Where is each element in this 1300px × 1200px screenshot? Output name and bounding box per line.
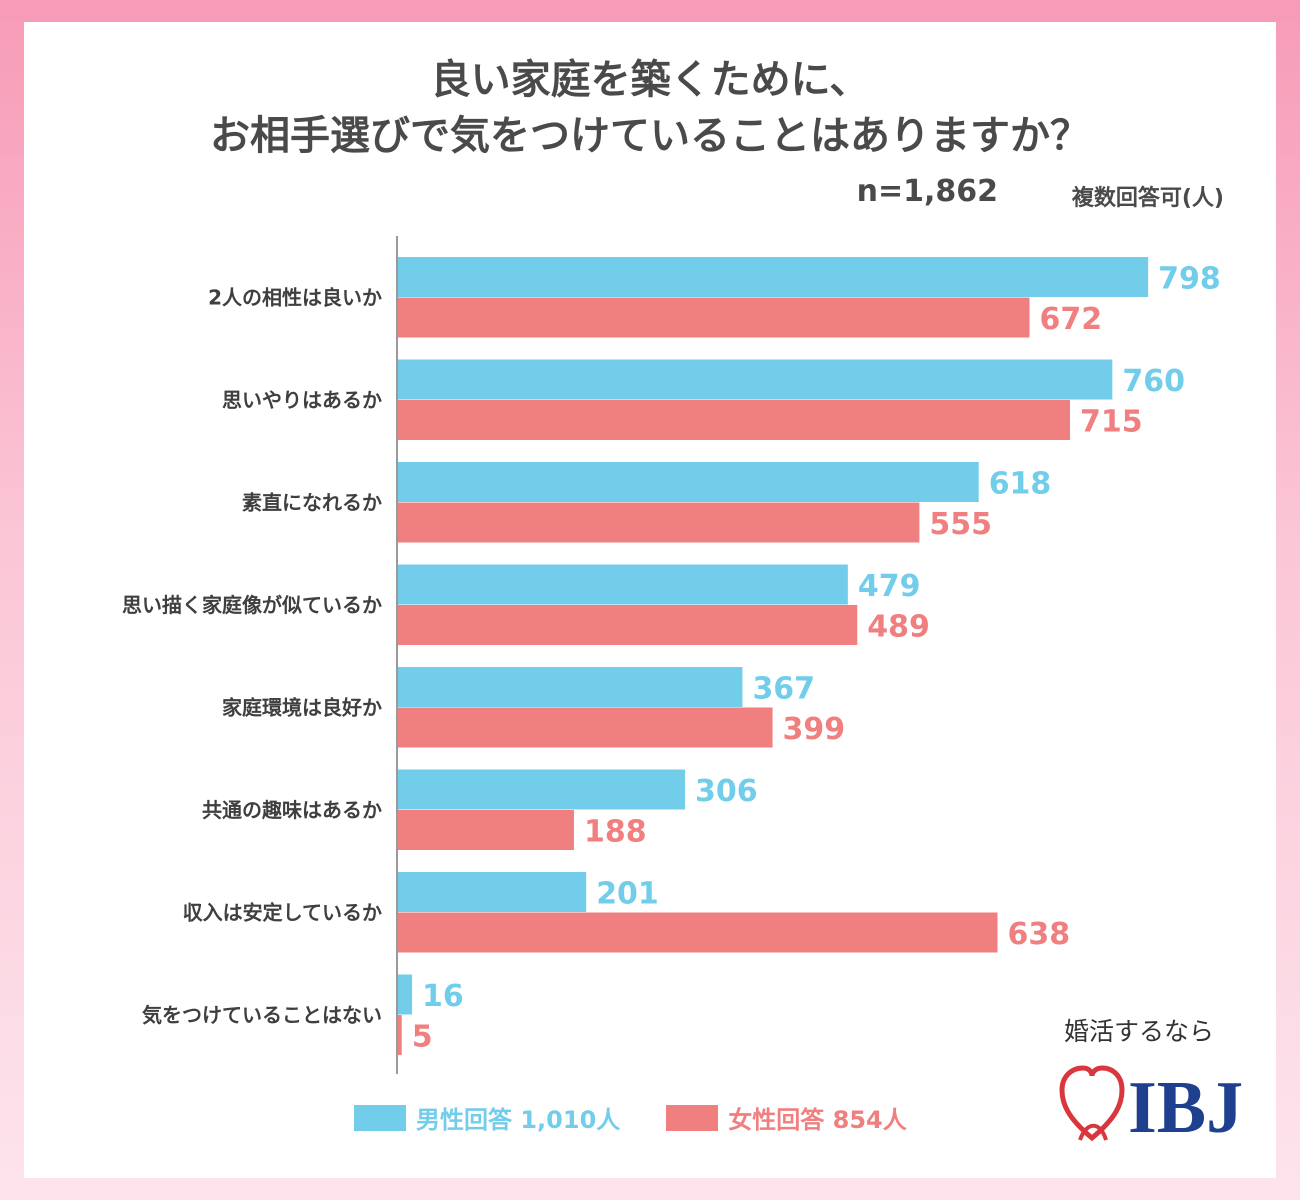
- bar-female: [397, 1015, 402, 1055]
- category-label: 共通の趣味はあるか: [202, 798, 382, 822]
- data-label-male: 618: [989, 466, 1052, 501]
- category-label: 素直になれるか: [242, 491, 382, 515]
- category-label: 思いやりはあるか: [222, 388, 382, 412]
- chart-title-line2: お相手選びで気をつけていることはありますか？: [210, 113, 1090, 159]
- unit-label: 複数回答可(人): [1071, 186, 1224, 211]
- data-label-male: 760: [1122, 364, 1185, 399]
- data-label-male: 306: [695, 774, 758, 809]
- data-label-female: 5: [412, 1019, 433, 1054]
- heart-icon: [1059, 1065, 1125, 1142]
- legend-item-female: 女性回答 854人: [666, 1100, 907, 1135]
- chart-title-line1: 良い家庭を築くために、: [430, 57, 870, 103]
- data-label-female: 399: [783, 712, 846, 747]
- ibj-tagline: 婚活するなら: [1064, 1017, 1215, 1046]
- data-label-male: 798: [1158, 261, 1221, 296]
- category-label: 家庭環境は良好か: [222, 696, 382, 720]
- bar-male: [397, 974, 413, 1015]
- bar-female: [397, 297, 1030, 338]
- legend-swatch-female: [666, 1104, 719, 1131]
- category-label: 思い描く家庭像が似ているか: [122, 593, 382, 617]
- bar-female: [397, 912, 998, 953]
- ibj-logo: IBJ: [1059, 1065, 1243, 1148]
- bar-female: [397, 502, 920, 543]
- data-label-female: 672: [1040, 302, 1103, 337]
- bar-male: [397, 257, 1149, 297]
- legend-item-male: 男性回答 1,010人: [354, 1100, 620, 1135]
- data-label-male: 367: [752, 671, 815, 706]
- bar-male: [397, 667, 743, 707]
- bar-male: [397, 462, 979, 502]
- data-label-female: 555: [929, 507, 992, 542]
- data-label-female: 638: [1008, 917, 1071, 952]
- ibj-logo-text: IBJ: [1128, 1067, 1243, 1148]
- legend-label-male: 男性回答 1,010人: [416, 1106, 621, 1134]
- bar-female: [397, 400, 1070, 440]
- sample-size: n=1,862: [856, 174, 998, 209]
- legend-label-female: 女性回答 854人: [728, 1106, 907, 1134]
- heart-ribbon: [1078, 1123, 1108, 1141]
- data-label-female: 188: [584, 814, 647, 849]
- data-label-male: 16: [422, 979, 464, 1014]
- bar-male: [397, 769, 686, 810]
- bar-female: [397, 605, 858, 645]
- data-label-female: 489: [867, 609, 930, 644]
- legend: 男性回答 1,010人 女性回答 854人: [354, 1100, 953, 1135]
- data-label-male: 201: [596, 876, 659, 911]
- bar-male: [397, 872, 587, 912]
- category-label: 収入は安定しているか: [183, 901, 382, 925]
- category-label: 2人の相性は良いか: [208, 286, 382, 310]
- bar-female: [397, 810, 574, 850]
- data-label-male: 479: [858, 569, 921, 604]
- bar-male: [397, 564, 848, 605]
- bar-female: [397, 707, 773, 748]
- category-label: 気をつけていることはない: [142, 1003, 382, 1027]
- bar-male: [397, 359, 1113, 400]
- bar-chart: 2人の相性は良いか 798 672 思いやりはあるか 760 715 素直になれるか 618 5…: [122, 236, 1221, 1074]
- data-label-female: 715: [1080, 404, 1143, 439]
- legend-swatch-male: [354, 1104, 406, 1131]
